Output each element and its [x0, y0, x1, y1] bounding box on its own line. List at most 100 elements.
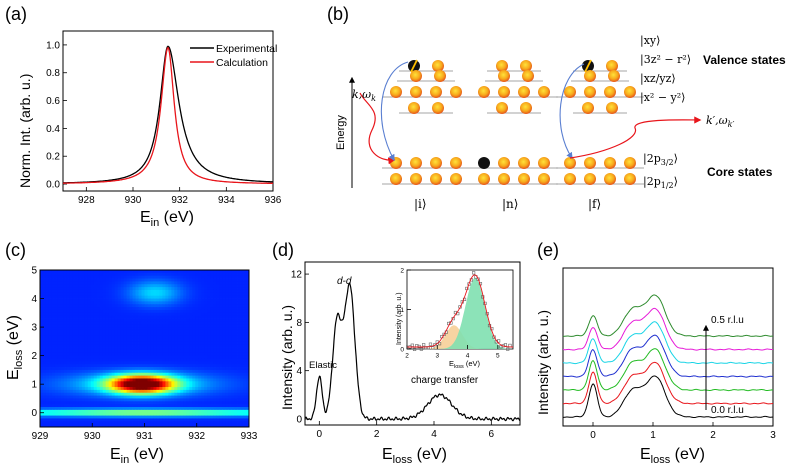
heatmap-cell	[147, 395, 151, 399]
heatmap-cell	[183, 384, 187, 388]
heatmap-cell	[153, 298, 157, 302]
heatmap-cell	[75, 401, 80, 405]
heatmap-cell	[48, 281, 53, 285]
heatmap-cell	[48, 415, 53, 419]
heatmap-cell	[72, 352, 77, 357]
heatmap-cell	[96, 284, 101, 288]
electron	[608, 70, 620, 82]
heatmap-cell	[54, 341, 59, 345]
heatmap-cell	[159, 324, 163, 328]
outgoing-photon-label: k′,ωk′	[706, 114, 734, 129]
heatmap-cell	[78, 307, 83, 311]
heatmap-cell	[40, 424, 44, 428]
heatmap-cell	[57, 395, 62, 399]
heatmap-cell	[72, 341, 77, 345]
heatmap-cell	[150, 309, 154, 314]
heatmap-cell	[180, 404, 184, 408]
heatmap-cell	[96, 321, 101, 325]
heatmap-cell	[213, 364, 217, 368]
heatmap-cell	[192, 324, 196, 328]
y-tick-label: 0	[296, 414, 302, 425]
heatmap-cell	[135, 298, 139, 302]
heatmap-cell	[171, 292, 175, 297]
heatmap-cell	[192, 412, 196, 416]
heatmap-cell	[54, 298, 59, 302]
heatmap-cell	[186, 372, 190, 377]
y-tick-label: 0.0	[46, 180, 60, 191]
orbital-xzyz: |xz/yz⟩	[640, 72, 676, 86]
heatmap-cell	[126, 398, 130, 402]
q-series-curve	[562, 294, 774, 338]
heatmap-cell	[174, 395, 178, 399]
heatmap-cell	[75, 295, 80, 299]
core-2p32: |2p3/2⟩	[643, 152, 678, 167]
heatmap-cell	[126, 384, 130, 388]
heatmap-cell	[111, 381, 116, 385]
heatmap-cell	[93, 372, 98, 377]
heatmap-cell	[141, 381, 145, 385]
heatmap-cell	[243, 281, 247, 285]
heatmap-cell	[159, 321, 163, 325]
heatmap-cell	[186, 415, 190, 419]
heatmap-cell	[117, 347, 122, 351]
heatmap-cell	[51, 281, 56, 285]
inset-point	[437, 342, 442, 346]
heatmap-cell	[198, 401, 202, 405]
heatmap-cell	[48, 275, 53, 279]
heatmap-cell	[63, 367, 68, 371]
heatmap-cell	[117, 355, 122, 359]
heatmap-cell	[207, 347, 211, 351]
heatmap-cell	[195, 381, 199, 385]
heatmap-cell	[81, 404, 86, 408]
heatmap-cell	[165, 270, 169, 274]
heatmap-cell	[177, 318, 181, 322]
heatmap-cell	[81, 424, 86, 428]
heatmap-cell	[135, 284, 139, 288]
heatmap-cell	[189, 301, 193, 305]
heatmap-cell	[102, 324, 107, 328]
heatmap-cell	[159, 364, 163, 368]
heatmap-cell	[75, 289, 80, 294]
heatmap-cell	[159, 312, 163, 317]
heatmap-cell	[171, 381, 175, 385]
heatmap-cell	[51, 381, 56, 385]
heatmap-cell	[189, 321, 193, 325]
heatmap-cell	[186, 272, 190, 277]
heatmap-cell	[81, 407, 86, 411]
heatmap-cell	[129, 329, 133, 334]
heatmap-cell	[42, 295, 47, 299]
heatmap-cell	[93, 289, 98, 294]
x-tick-label: 3	[770, 430, 776, 441]
heatmap-cell	[102, 361, 107, 365]
heatmap-cell	[72, 344, 77, 348]
heatmap-cell	[204, 352, 208, 357]
heatmap-cell	[150, 301, 154, 305]
heatmap-cell	[171, 378, 175, 382]
heatmap-cell	[78, 278, 83, 282]
heatmap-cell	[243, 421, 247, 425]
heatmap-cell	[237, 272, 241, 277]
heatmap-cell	[150, 409, 154, 414]
heatmap-cell	[78, 344, 83, 348]
heatmap-cell	[132, 375, 136, 379]
heatmap-cell	[138, 424, 142, 428]
heatmap-cell	[201, 272, 205, 277]
heatmap-cell	[222, 307, 226, 311]
heatmap-cell	[138, 358, 142, 362]
heatmap-cell	[75, 355, 80, 359]
heatmap-cell	[72, 270, 77, 274]
heatmap-cell	[72, 372, 77, 377]
heatmap-cell	[72, 375, 77, 379]
heatmap-cell	[120, 338, 124, 342]
heatmap-cell	[147, 361, 151, 365]
heatmap-cell	[72, 281, 77, 285]
heatmap-cell	[78, 338, 83, 342]
heatmap-cell	[111, 409, 116, 414]
heatmap-cell	[171, 321, 175, 325]
heatmap-cell	[129, 407, 133, 411]
heatmap-cell	[75, 375, 80, 379]
heatmap-cell	[171, 404, 175, 408]
heatmap-cell	[135, 318, 139, 322]
heatmap-cell	[228, 275, 232, 279]
core-electron	[450, 157, 462, 169]
